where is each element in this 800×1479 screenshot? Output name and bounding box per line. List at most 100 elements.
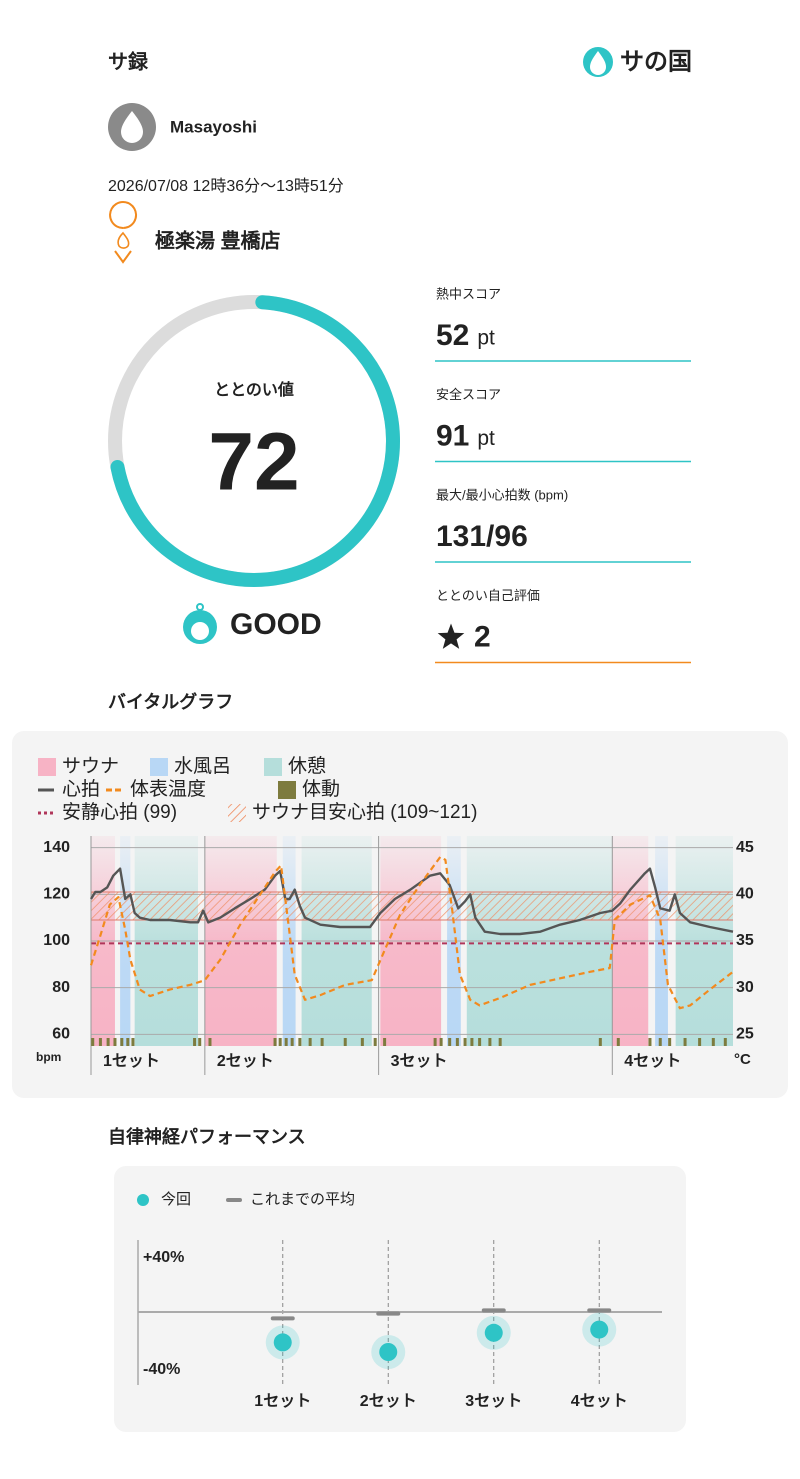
y-tick-label: 120 [43, 886, 70, 903]
average-mark [376, 1311, 401, 1316]
legend-label: 体表温度 [130, 778, 206, 800]
set-label: 1セット [103, 1053, 160, 1070]
x-tick-label: 2セット [360, 1393, 417, 1410]
y-axis-unit: bpm [36, 1050, 61, 1064]
facility-flame [117, 231, 130, 249]
average-mark [587, 1308, 612, 1313]
current-dot [273, 1333, 292, 1352]
movement-tick [273, 1038, 277, 1046]
movement-tick [439, 1038, 443, 1046]
y-tick-label: -40% [143, 1361, 180, 1378]
gauge-value: 72 [208, 417, 299, 508]
movement-tick [106, 1038, 110, 1046]
movement-tick [113, 1038, 117, 1046]
stat-label: 安全スコア [436, 387, 501, 402]
rating-face [191, 622, 209, 640]
movement-tick [360, 1038, 364, 1046]
series-line [89, 867, 734, 936]
movement-tick [455, 1038, 459, 1046]
legend-label: 水風呂 [174, 755, 231, 777]
series-line [89, 855, 734, 1010]
movement-tick [648, 1038, 652, 1046]
star-icon [437, 623, 465, 649]
stat-label: ととのい自己評価 [436, 588, 540, 603]
stat-value: 2 [474, 620, 491, 653]
y2-tick-label: 25 [736, 1026, 754, 1043]
legend-label: これまでの平均 [250, 1191, 355, 1208]
y2-tick-label: 45 [736, 839, 754, 856]
gauge-rating: GOOD [230, 608, 322, 641]
avatar-drop [121, 111, 143, 143]
x-tick-label: 3セット [465, 1393, 522, 1410]
section-title: 自律神経パフォーマンス [108, 1126, 306, 1147]
movement-tick [193, 1038, 197, 1046]
set-label: 4セット [624, 1053, 681, 1070]
movement-tick [478, 1038, 482, 1046]
average-mark [270, 1316, 295, 1321]
movement-tick [91, 1038, 95, 1046]
movement-tick [198, 1038, 202, 1046]
x-tick-label: 4セット [571, 1393, 628, 1410]
movement-tick [343, 1038, 347, 1046]
movement-tick [470, 1038, 474, 1046]
average-mark [481, 1308, 506, 1313]
legend-label: サウナ目安心拍 (109~121) [252, 801, 477, 823]
movement-tick [131, 1038, 135, 1046]
gauge-arc [110, 295, 400, 587]
y2-tick-label: 40 [736, 886, 754, 903]
legend-dash [226, 1198, 242, 1202]
legend-label: 今回 [161, 1191, 191, 1208]
logo-text: サの国 [620, 48, 692, 75]
gauge-label: ととのい値 [214, 380, 294, 399]
set-label: 2セット [217, 1053, 274, 1070]
y2-axis-unit: °C [734, 1051, 751, 1068]
movement-tick [658, 1038, 662, 1046]
set-label: 3セット [391, 1053, 448, 1070]
stat-unit: pt [477, 327, 495, 350]
movement-tick [498, 1038, 502, 1046]
legend-label: 安静心拍 (99) [62, 801, 177, 823]
movement-tick [598, 1038, 602, 1046]
vital-chart: 60 80 100 120 140 25 30 35 40 45 bpm °C 1セット 2セット 3セット… [36, 755, 754, 1075]
movement-tick [278, 1038, 282, 1046]
movement-tick [284, 1038, 288, 1046]
y-tick-label: 60 [52, 1026, 70, 1043]
performance-chart: +40% -40% 1セット 2セット 3セット 4セット 今回 これまでの平均 [137, 1191, 662, 1410]
legend-label: 休憩 [288, 755, 326, 777]
movement-tick [448, 1038, 452, 1046]
legend-swatch [228, 804, 246, 822]
y-tick-label: 140 [43, 839, 70, 856]
movement-tick [208, 1038, 212, 1046]
movement-tick [616, 1038, 620, 1046]
legend-swatch [38, 758, 56, 776]
legend-label: 体動 [302, 778, 340, 800]
movement-tick [98, 1038, 102, 1046]
target-band [91, 892, 733, 920]
legend-swatch [264, 758, 282, 776]
movement-tick [698, 1038, 702, 1046]
session-datetime: 2026/07/08 12時36分〜13時51分 [108, 177, 344, 195]
logo-drop [590, 51, 606, 75]
current-dot [590, 1320, 609, 1339]
movement-tick [683, 1038, 687, 1046]
movement-tick [290, 1038, 294, 1046]
y-tick-label: 80 [52, 979, 70, 996]
movement-tick [463, 1038, 467, 1046]
stat-unit: pt [477, 427, 495, 450]
current-dot [379, 1343, 398, 1361]
x-tick-label: 1セット [254, 1393, 311, 1410]
stat-value: 91 [436, 419, 469, 452]
stat-value: 52 [436, 319, 469, 352]
movement-tick [373, 1038, 377, 1046]
y2-tick-label: 30 [736, 979, 754, 996]
y-tick-label: +40% [143, 1249, 184, 1266]
legend-swatch [150, 758, 168, 776]
y2-tick-label: 35 [736, 932, 754, 949]
facility-icon [109, 201, 138, 264]
movement-tick [120, 1038, 124, 1046]
stat-value: 131/96 [436, 520, 528, 553]
movement-tick [308, 1038, 312, 1046]
movement-tick [298, 1038, 302, 1046]
app-title: サ録 [108, 49, 149, 73]
